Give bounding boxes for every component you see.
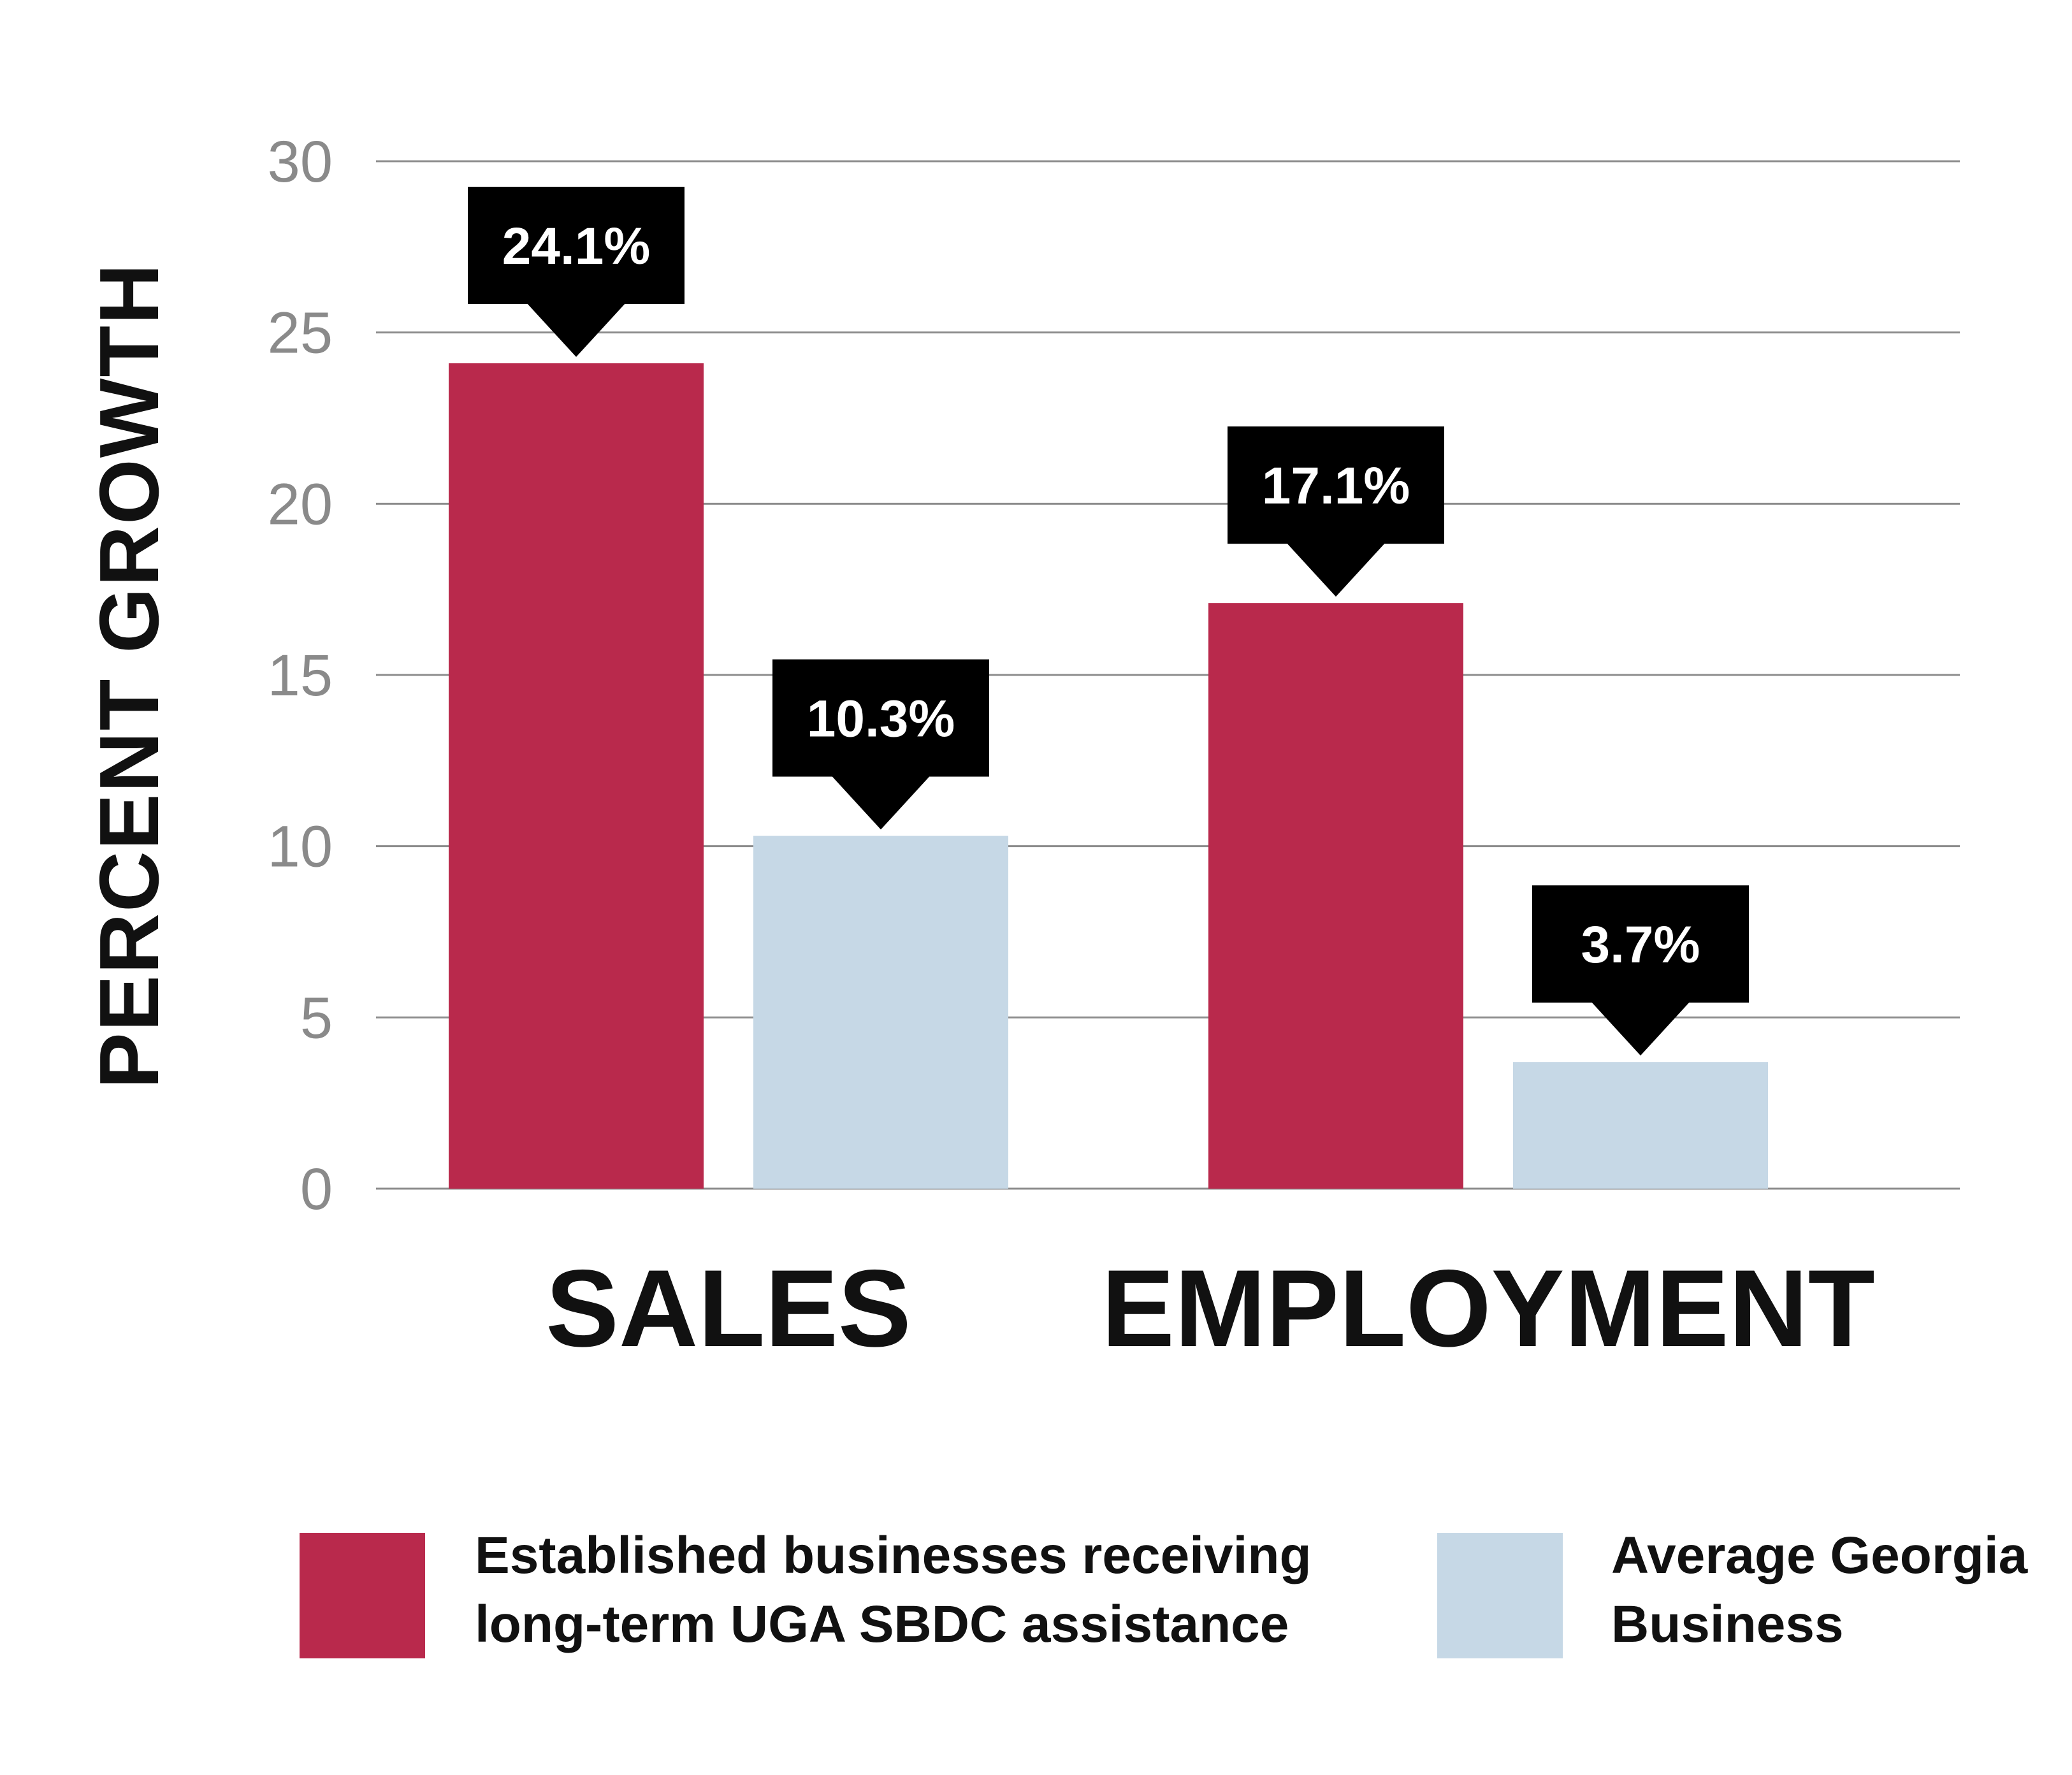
data-label: 3.7% — [1581, 916, 1700, 974]
callout-pointer — [1286, 542, 1386, 597]
bar-sbdc-employment — [1208, 603, 1463, 1189]
legend-label: Established businesses receiving — [475, 1526, 1312, 1584]
data-label: 10.3% — [807, 690, 955, 748]
callout-box — [1228, 426, 1444, 544]
legend-swatch — [300, 1533, 425, 1658]
data-label-callout: 17.1% — [1228, 426, 1444, 597]
callout-pointer — [526, 303, 626, 358]
bar-georgia-employment — [1513, 1062, 1768, 1189]
y-tick-label: 30 — [268, 129, 333, 194]
legend-item: Established businesses receiving long-ter… — [300, 1526, 1312, 1658]
callout-box — [772, 659, 989, 777]
category-labels: SALES EMPLOYMENT — [546, 1247, 1875, 1370]
callout-box — [468, 187, 685, 305]
legend-item: Average Georgia Business — [1437, 1526, 2029, 1658]
y-tick-label: 15 — [268, 643, 333, 708]
y-axis-ticks: 0 5 10 15 20 25 30 — [268, 129, 333, 1222]
category-label-employment: EMPLOYMENT — [1101, 1247, 1875, 1370]
legend-label: long-term UGA SBDC assistance — [475, 1595, 1289, 1653]
data-label: 17.1% — [1262, 457, 1410, 515]
legend: Established businesses receiving long-ter… — [300, 1526, 2029, 1658]
y-tick-label: 25 — [268, 301, 333, 366]
y-tick-label: 5 — [300, 985, 333, 1050]
callout-pointer — [831, 775, 931, 830]
data-labels: 24.1% 10.3% 17.1% 3.7% — [468, 187, 1749, 1056]
y-axis-label: PERCENT GROWTH — [82, 263, 176, 1089]
y-tick-label: 20 — [268, 472, 333, 537]
data-label-callout: 3.7% — [1532, 885, 1749, 1056]
legend-swatch — [1437, 1533, 1563, 1658]
bar-georgia-sales — [753, 836, 1008, 1189]
bar-sbdc-sales — [449, 363, 704, 1189]
y-tick-label: 10 — [268, 815, 333, 880]
data-label-callout: 24.1% — [468, 187, 685, 358]
callout-box — [1532, 885, 1749, 1003]
data-label: 24.1% — [502, 217, 651, 275]
legend-label: Business — [1611, 1595, 1844, 1653]
category-label-sales: SALES — [546, 1247, 911, 1370]
callout-pointer — [1591, 1001, 1690, 1056]
legend-label: Average Georgia — [1611, 1526, 2029, 1584]
y-tick-label: 0 — [300, 1157, 333, 1222]
data-label-callout: 10.3% — [772, 659, 989, 830]
bars — [449, 363, 1768, 1189]
